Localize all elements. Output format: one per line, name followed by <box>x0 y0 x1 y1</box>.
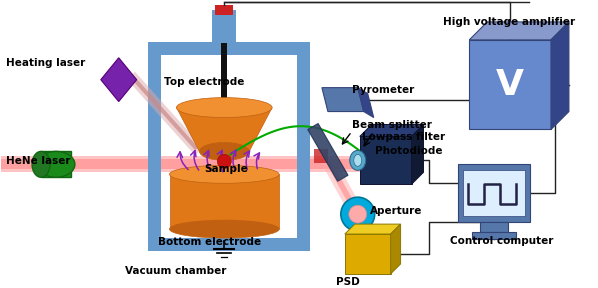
Ellipse shape <box>169 220 279 238</box>
FancyBboxPatch shape <box>458 164 530 222</box>
FancyBboxPatch shape <box>480 222 508 232</box>
Text: Pyrometer: Pyrometer <box>352 85 414 95</box>
FancyBboxPatch shape <box>1 159 370 169</box>
FancyBboxPatch shape <box>212 10 236 43</box>
Text: Control computer: Control computer <box>450 236 554 246</box>
Polygon shape <box>469 22 569 40</box>
Text: Heating laser: Heating laser <box>6 58 86 68</box>
Ellipse shape <box>217 154 231 168</box>
FancyBboxPatch shape <box>148 238 310 251</box>
Polygon shape <box>345 224 401 234</box>
Text: Top electrode: Top electrode <box>163 77 244 87</box>
FancyBboxPatch shape <box>169 174 279 229</box>
Text: High voltage amplifier: High voltage amplifier <box>443 17 575 27</box>
Text: Photodiode: Photodiode <box>375 146 442 156</box>
Text: Bottom electrode: Bottom electrode <box>157 237 261 247</box>
Ellipse shape <box>199 143 249 160</box>
FancyBboxPatch shape <box>463 170 525 216</box>
Polygon shape <box>358 88 374 118</box>
FancyBboxPatch shape <box>297 42 310 251</box>
Text: Aperture: Aperture <box>370 206 422 216</box>
FancyBboxPatch shape <box>314 149 328 163</box>
Polygon shape <box>551 22 569 130</box>
Ellipse shape <box>341 197 375 231</box>
Text: Vacuum chamber: Vacuum chamber <box>125 266 226 276</box>
Ellipse shape <box>350 150 366 170</box>
Text: V: V <box>496 68 524 102</box>
Ellipse shape <box>169 165 279 183</box>
Polygon shape <box>176 108 272 151</box>
Text: PSD: PSD <box>336 277 359 287</box>
FancyBboxPatch shape <box>148 42 160 251</box>
FancyBboxPatch shape <box>148 42 310 55</box>
Polygon shape <box>308 124 348 181</box>
FancyBboxPatch shape <box>360 137 411 184</box>
Text: HeNe laser: HeNe laser <box>6 156 71 166</box>
Ellipse shape <box>349 205 367 223</box>
FancyBboxPatch shape <box>215 5 233 15</box>
FancyBboxPatch shape <box>345 234 390 274</box>
FancyBboxPatch shape <box>41 151 71 177</box>
Text: Beam splitter: Beam splitter <box>352 120 432 130</box>
FancyBboxPatch shape <box>221 43 227 111</box>
Ellipse shape <box>176 98 272 118</box>
Polygon shape <box>322 88 364 111</box>
Text: Lowpass filter: Lowpass filter <box>362 132 445 143</box>
Ellipse shape <box>354 154 362 166</box>
Polygon shape <box>390 224 401 274</box>
FancyBboxPatch shape <box>1 156 370 172</box>
Polygon shape <box>360 124 423 137</box>
Ellipse shape <box>37 151 75 177</box>
FancyBboxPatch shape <box>472 232 516 239</box>
FancyBboxPatch shape <box>469 40 551 130</box>
Ellipse shape <box>32 151 50 177</box>
Polygon shape <box>411 124 423 184</box>
Text: Sample: Sample <box>205 164 248 174</box>
Polygon shape <box>101 58 137 102</box>
